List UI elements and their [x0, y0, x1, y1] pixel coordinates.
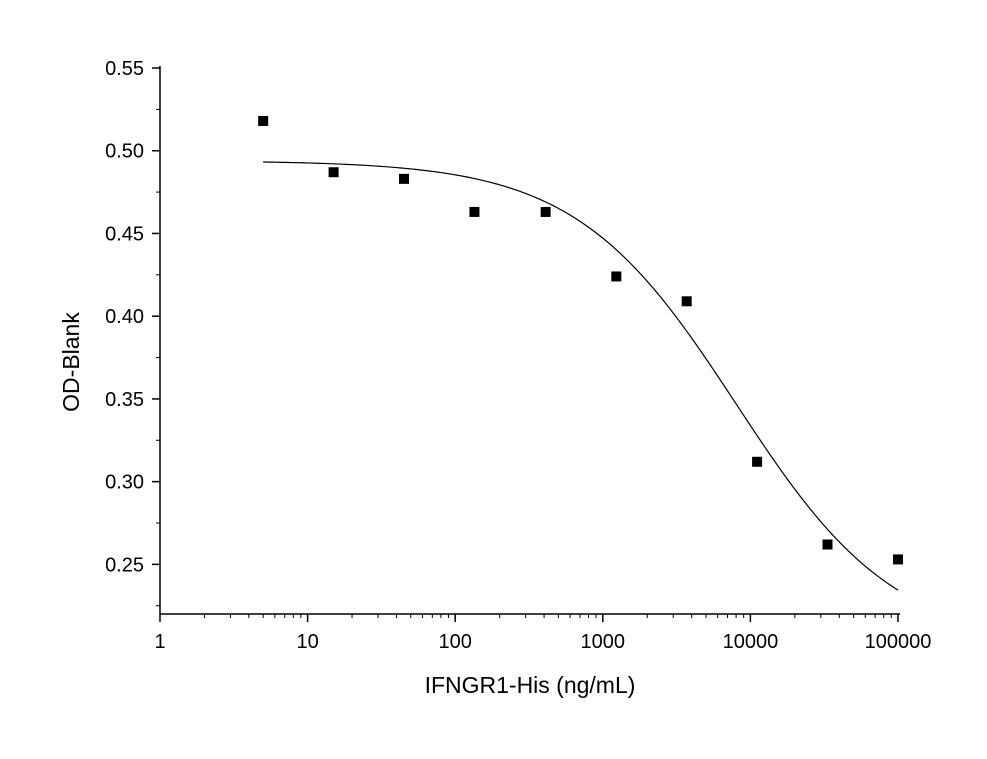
- data-points: [258, 115, 903, 565]
- data-point: [469, 206, 480, 217]
- data-point: [258, 115, 269, 126]
- x-tick-label: 10: [296, 631, 318, 653]
- axes: [159, 66, 900, 615]
- data-point: [893, 554, 903, 565]
- y-axis-title: OD-Blank: [58, 312, 84, 412]
- fit-curve: [263, 161, 899, 591]
- x-tick-label: 100: [439, 631, 472, 653]
- y-tick-label: 0.50: [105, 141, 144, 163]
- data-point: [540, 206, 551, 217]
- x-axis-title: IFNGR1-His (ng/mL): [425, 672, 636, 698]
- x-tick-label: 100000: [865, 631, 932, 653]
- data-point: [399, 173, 410, 184]
- y-tick-label: 0.30: [105, 472, 144, 494]
- data-point: [611, 271, 622, 282]
- y-tick-label: 0.45: [105, 223, 144, 245]
- y-tick-label: 0.55: [105, 58, 144, 80]
- x-tick-label: 10000: [723, 631, 779, 653]
- y-tick-label: 0.25: [105, 554, 144, 576]
- data-point: [752, 456, 763, 467]
- data-point: [822, 539, 833, 550]
- y-tick-label: 0.35: [105, 389, 144, 411]
- x-tick-label: 1000: [581, 631, 626, 653]
- data-point: [328, 167, 339, 178]
- y-tick-label: 0.40: [105, 306, 144, 328]
- data-point: [681, 296, 692, 307]
- x-tick-label: 1: [154, 631, 165, 653]
- fit-curve-layer: [263, 161, 899, 591]
- ticks: 1 10 100 1000 10000 100000 0.25 0.30 0.35 0.40 0.4…: [105, 58, 931, 653]
